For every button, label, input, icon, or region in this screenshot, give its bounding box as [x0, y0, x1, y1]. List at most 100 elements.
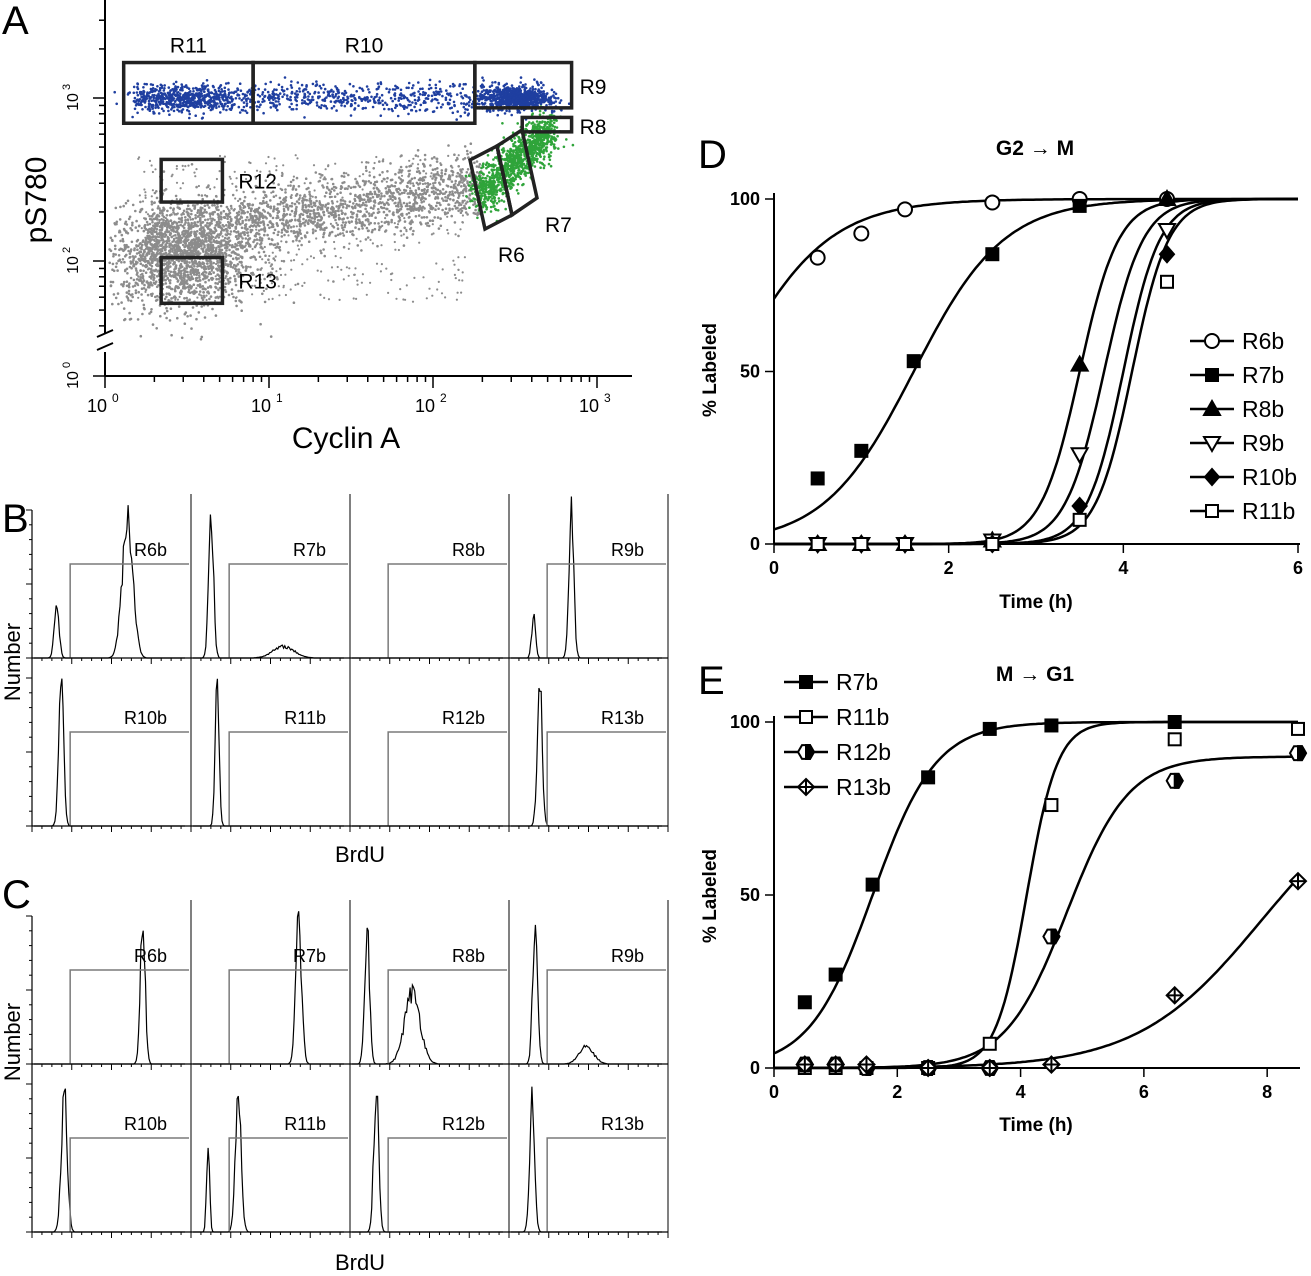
scatter-point [223, 244, 226, 247]
scatter-point [238, 260, 242, 264]
scatter-point [463, 204, 466, 208]
scatter-point [204, 249, 208, 253]
scatter-point [504, 207, 508, 211]
scatter-point [327, 215, 331, 218]
scatter-point [297, 248, 301, 251]
scatter-point [214, 228, 217, 231]
scatter-point [405, 230, 408, 233]
scatter-point [441, 188, 445, 191]
scatter-point [127, 289, 131, 293]
scatter-point [189, 218, 192, 221]
scatter-point [390, 218, 394, 222]
scatter-point [476, 216, 479, 220]
scatter-point [330, 195, 333, 198]
scatter-point [151, 323, 155, 326]
scatter-point [373, 222, 377, 225]
scatter-point [227, 280, 230, 284]
scatter-point [351, 229, 354, 233]
scatter-point [543, 164, 546, 167]
scatter-point [408, 201, 412, 205]
scatter-point [184, 281, 188, 285]
scatter-point [160, 223, 163, 226]
scatter-point [164, 251, 168, 255]
scatter-point [460, 185, 463, 188]
scatter-point [185, 207, 189, 211]
scatter-point [347, 247, 350, 250]
scatter-point [230, 245, 234, 249]
scatter-point [292, 301, 296, 305]
scatter-point [444, 207, 448, 210]
scatter-point [289, 226, 293, 229]
scatter-point [462, 184, 466, 187]
scatter-point [315, 101, 319, 104]
scatter-point [137, 224, 141, 228]
scatter-point [185, 267, 188, 270]
scatter-point [260, 241, 263, 245]
scatter-point [368, 198, 371, 201]
scatter-point [213, 230, 217, 233]
scatter-point [254, 197, 257, 200]
scatter-point [411, 191, 415, 195]
scatter-point [121, 240, 125, 243]
scatter-point [200, 305, 203, 308]
scatter-point [356, 244, 360, 247]
scatter-point [161, 226, 164, 229]
scatter-point [251, 224, 255, 228]
scatter-point [364, 207, 367, 211]
scatter-point [190, 221, 193, 225]
scatter-point [231, 193, 235, 197]
scatter-point [127, 245, 130, 249]
scatter-point [440, 292, 444, 295]
scatter-point [460, 291, 463, 294]
scatter-point [407, 180, 410, 183]
scatter-point [295, 238, 298, 242]
scatter-point [337, 217, 341, 221]
scatter-point [148, 214, 151, 218]
scatter-point [264, 82, 268, 86]
scatter-point [182, 233, 186, 236]
scatter-point [136, 229, 140, 233]
scatter-point [206, 218, 210, 221]
scatter-point [394, 248, 397, 251]
scatter-point [233, 245, 236, 249]
scatter-point [224, 259, 227, 263]
scatter-point [366, 218, 370, 221]
scatter-point [179, 262, 183, 266]
scatter-point [182, 213, 185, 216]
scatter-point [181, 279, 185, 283]
scatter-point [386, 185, 390, 188]
scatter-point [453, 263, 456, 266]
scatter-point [462, 179, 466, 182]
scatter-point [128, 282, 131, 285]
scatter-point [247, 206, 251, 210]
scatter-point [138, 242, 142, 246]
scatter-point [131, 221, 134, 225]
scatter-point [381, 224, 384, 227]
scatter-point [397, 248, 400, 252]
scatter-point [294, 210, 297, 214]
scatter-point [423, 164, 426, 168]
scatter-point [285, 240, 288, 244]
scatter-point [222, 229, 226, 232]
scatter-point [545, 122, 549, 125]
scatter-point [413, 197, 417, 200]
scatter-point [212, 211, 215, 214]
scatter-point [427, 224, 431, 228]
scatter-point [144, 191, 147, 194]
scatter-point [354, 194, 357, 197]
scatter-point [147, 259, 150, 263]
scatter-point [339, 198, 343, 202]
scatter-point [271, 297, 274, 300]
scatter-point [349, 192, 352, 196]
scatter-point [241, 221, 244, 225]
scatter-point [269, 199, 272, 202]
scatter-point [340, 268, 343, 271]
scatter-point [144, 243, 147, 246]
scatter-point [492, 183, 496, 187]
scatter-point [430, 190, 434, 194]
scatter-point [267, 237, 271, 240]
scatter-point [229, 263, 232, 266]
scatter-point [353, 199, 357, 202]
scatter-point [453, 273, 456, 276]
